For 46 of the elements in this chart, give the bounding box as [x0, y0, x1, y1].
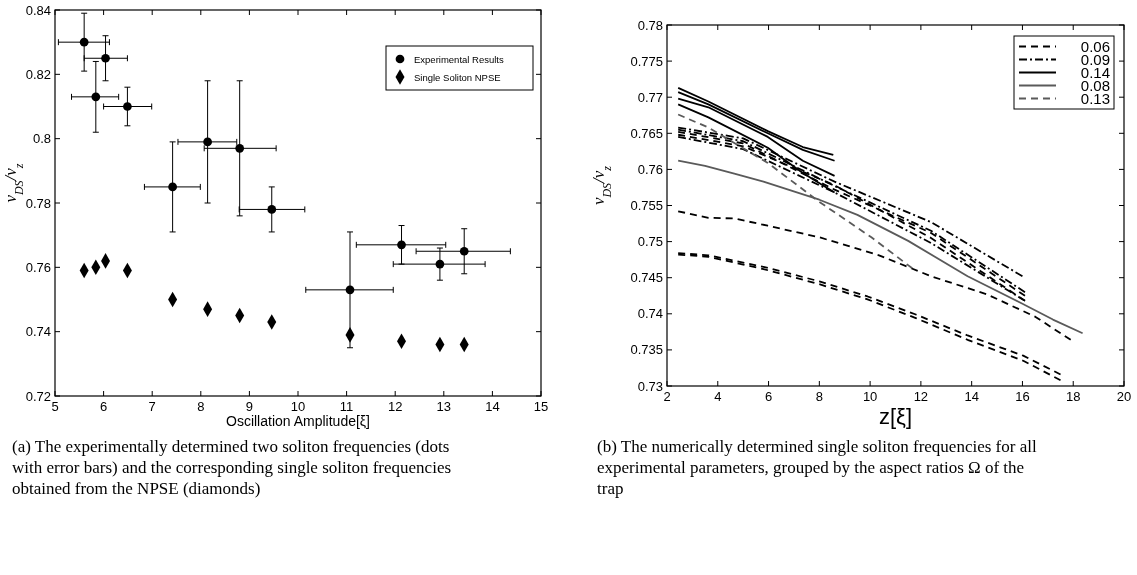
y-tick-label: 0.8	[32, 131, 51, 147]
x-tick-label: 4	[714, 389, 722, 404]
x-tick-label: 16	[1015, 389, 1030, 404]
x-tick-label: 10	[290, 399, 306, 414]
y-tick-label: 0.77	[637, 89, 663, 105]
x-axis-title: z[ξ]	[878, 404, 913, 429]
x-tick-label: 6	[99, 399, 108, 414]
x-tick-label: 14	[964, 389, 979, 404]
legend-label: Single Soliton NPSE	[414, 71, 501, 83]
y-tick-label: 0.84	[25, 2, 51, 18]
x-tick-label: 6	[764, 389, 773, 404]
x-tick-label: 14	[485, 399, 500, 414]
x-tick-label: 12	[913, 389, 929, 404]
x-tick-label: 18	[1065, 389, 1081, 404]
x-tick-label: 5	[51, 399, 59, 414]
y-tick-label: 0.82	[25, 66, 51, 82]
text: (a) The experimentally determined two soliton frequencies (dots with error bars) and the corresponding single soliton frequencies obtained from the NPSE (diamonds)	[12, 437, 452, 498]
text: (b) The numerically determined single soliton frequencies for all experimental parameters, grouped by the aspect ratios Ω of the trap	[597, 437, 1037, 498]
x-tick-label: 11	[339, 399, 354, 414]
x-tick-label: 12	[387, 399, 403, 414]
x-tick-label: 8	[815, 389, 823, 404]
y-tick-label: 0.76	[637, 161, 663, 177]
y-tick-label: 0.765	[630, 125, 663, 141]
y-tick-label: 0.73	[637, 378, 663, 394]
y-tick-label: 0.775	[630, 53, 663, 69]
y-tick-label: 0.755	[630, 198, 663, 213]
legend-label: 0.06	[1080, 37, 1110, 55]
y-tick-label: 0.74	[637, 306, 663, 322]
x-tick-label: 9	[245, 399, 254, 414]
legend-label: Experimental Results	[414, 53, 505, 65]
x-tick-label: 8	[197, 399, 205, 414]
y-tick-label: 0.78	[25, 195, 51, 211]
y-tick-label: 0.75	[637, 234, 663, 250]
y-tick-label: 0.735	[630, 342, 663, 358]
x-tick-label: 7	[148, 399, 156, 414]
x-tick-label: 13	[436, 399, 452, 414]
x-tick-label: 10	[862, 389, 878, 404]
y-tick-label: 0.74	[25, 324, 51, 340]
x-tick-label: 2	[663, 389, 671, 404]
x-axis-title: Oscillation Amplitude[ξ]	[226, 413, 370, 429]
x-tick-label: 15	[533, 399, 549, 414]
x-tick-label: 20	[1116, 389, 1132, 404]
y-tick-label: 0.78	[637, 17, 663, 33]
y-tick-label: 0.745	[630, 270, 663, 286]
y-tick-label: 0.76	[25, 259, 51, 275]
y-tick-label: 0.72	[25, 388, 51, 404]
